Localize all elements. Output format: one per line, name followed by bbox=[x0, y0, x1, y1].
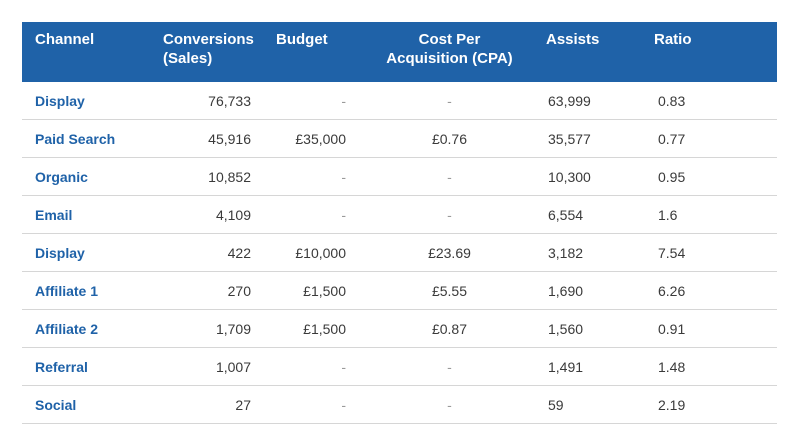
cell-cpa: - bbox=[360, 385, 539, 424]
cell-budget: - bbox=[273, 157, 360, 196]
cell-ratio: 1.6 bbox=[648, 195, 777, 234]
header-conversions: Conversions (Sales) bbox=[150, 22, 273, 82]
cell-assists: 59 bbox=[539, 385, 648, 424]
cell-cpa: - bbox=[360, 347, 539, 386]
cell-conversions: 1,709 bbox=[150, 309, 273, 348]
header-cpa-line1: Cost Per bbox=[418, 31, 481, 48]
header-ratio: Ratio bbox=[648, 22, 777, 82]
cell-assists: 1,560 bbox=[539, 309, 648, 348]
table-row: Affiliate 2 1,709 £1,500 £0.87 1,560 0.9… bbox=[22, 309, 777, 348]
cell-cpa: £5.55 bbox=[360, 271, 539, 310]
header-row: Channel Conversions (Sales) Budget Cost … bbox=[22, 22, 777, 82]
cell-ratio: 0.77 bbox=[648, 119, 777, 158]
header-channel: Channel bbox=[22, 22, 150, 82]
header-cpa-line2: Acquisition (CPA) bbox=[386, 50, 513, 67]
cell-assists: 10,300 bbox=[539, 157, 648, 196]
cell-budget: £35,000 bbox=[273, 119, 360, 158]
cell-assists: 3,182 bbox=[539, 233, 648, 272]
cell-channel: Email bbox=[22, 195, 150, 234]
cell-ratio: 0.91 bbox=[648, 309, 777, 348]
header-budget-label: Budget bbox=[276, 31, 328, 48]
cell-conversions: 27 bbox=[150, 385, 273, 424]
cell-assists: 63,999 bbox=[539, 82, 648, 120]
header-ratio-label: Ratio bbox=[654, 31, 692, 48]
cell-budget: £1,500 bbox=[273, 271, 360, 310]
cell-channel: Affiliate 2 bbox=[22, 309, 150, 348]
cell-channel: Affiliate 1 bbox=[22, 271, 150, 310]
channel-performance-table-container: Channel Conversions (Sales) Budget Cost … bbox=[22, 22, 777, 424]
cell-conversions: 270 bbox=[150, 271, 273, 310]
cell-budget: £1,500 bbox=[273, 309, 360, 348]
cell-cpa: - bbox=[360, 195, 539, 234]
cell-conversions: 45,916 bbox=[150, 119, 273, 158]
cell-channel: Display bbox=[22, 233, 150, 272]
cell-cpa: - bbox=[360, 157, 539, 196]
table-row: Paid Search 45,916 £35,000 £0.76 35,577 … bbox=[22, 119, 777, 158]
cell-cpa: - bbox=[360, 82, 539, 120]
table-body: Display 76,733 - - 63,999 0.83 Paid Sear… bbox=[22, 82, 777, 424]
cell-cpa: £0.87 bbox=[360, 309, 539, 348]
cell-assists: 6,554 bbox=[539, 195, 648, 234]
table-row: Social 27 - - 59 2.19 bbox=[22, 385, 777, 424]
header-cpa: Cost Per Acquisition (CPA) bbox=[360, 22, 539, 82]
cell-ratio: 6.26 bbox=[648, 271, 777, 310]
header-budget: Budget bbox=[273, 22, 360, 82]
cell-ratio: 2.19 bbox=[648, 385, 777, 424]
cell-channel: Display bbox=[22, 82, 150, 120]
table-header: Channel Conversions (Sales) Budget Cost … bbox=[22, 22, 777, 82]
cell-assists: 1,491 bbox=[539, 347, 648, 386]
cell-conversions: 76,733 bbox=[150, 82, 273, 120]
header-conversions-line2: (Sales) bbox=[163, 50, 213, 67]
cell-ratio: 0.95 bbox=[648, 157, 777, 196]
table-row: Display 76,733 - - 63,999 0.83 bbox=[22, 82, 777, 120]
cell-conversions: 422 bbox=[150, 233, 273, 272]
table-row: Referral 1,007 - - 1,491 1.48 bbox=[22, 347, 777, 386]
cell-cpa: £0.76 bbox=[360, 119, 539, 158]
header-assists-label: Assists bbox=[546, 31, 600, 48]
cell-ratio: 0.83 bbox=[648, 82, 777, 120]
cell-conversions: 10,852 bbox=[150, 157, 273, 196]
cell-channel: Organic bbox=[22, 157, 150, 196]
table-row: Organic 10,852 - - 10,300 0.95 bbox=[22, 157, 777, 196]
table-row: Display 422 £10,000 £23.69 3,182 7.54 bbox=[22, 233, 777, 272]
channel-performance-table: Channel Conversions (Sales) Budget Cost … bbox=[22, 22, 777, 424]
table-row: Email 4,109 - - 6,554 1.6 bbox=[22, 195, 777, 234]
header-conversions-line1: Conversions bbox=[163, 31, 254, 48]
cell-budget: - bbox=[273, 347, 360, 386]
header-assists: Assists bbox=[539, 22, 648, 82]
cell-assists: 1,690 bbox=[539, 271, 648, 310]
cell-budget: - bbox=[273, 82, 360, 120]
cell-budget: £10,000 bbox=[273, 233, 360, 272]
cell-conversions: 4,109 bbox=[150, 195, 273, 234]
cell-conversions: 1,007 bbox=[150, 347, 273, 386]
table-row: Affiliate 1 270 £1,500 £5.55 1,690 6.26 bbox=[22, 271, 777, 310]
cell-cpa: £23.69 bbox=[360, 233, 539, 272]
cell-channel: Paid Search bbox=[22, 119, 150, 158]
cell-channel: Referral bbox=[22, 347, 150, 386]
cell-assists: 35,577 bbox=[539, 119, 648, 158]
cell-ratio: 7.54 bbox=[648, 233, 777, 272]
cell-budget: - bbox=[273, 195, 360, 234]
cell-ratio: 1.48 bbox=[648, 347, 777, 386]
header-channel-label: Channel bbox=[35, 31, 95, 48]
cell-budget: - bbox=[273, 385, 360, 424]
cell-channel: Social bbox=[22, 385, 150, 424]
